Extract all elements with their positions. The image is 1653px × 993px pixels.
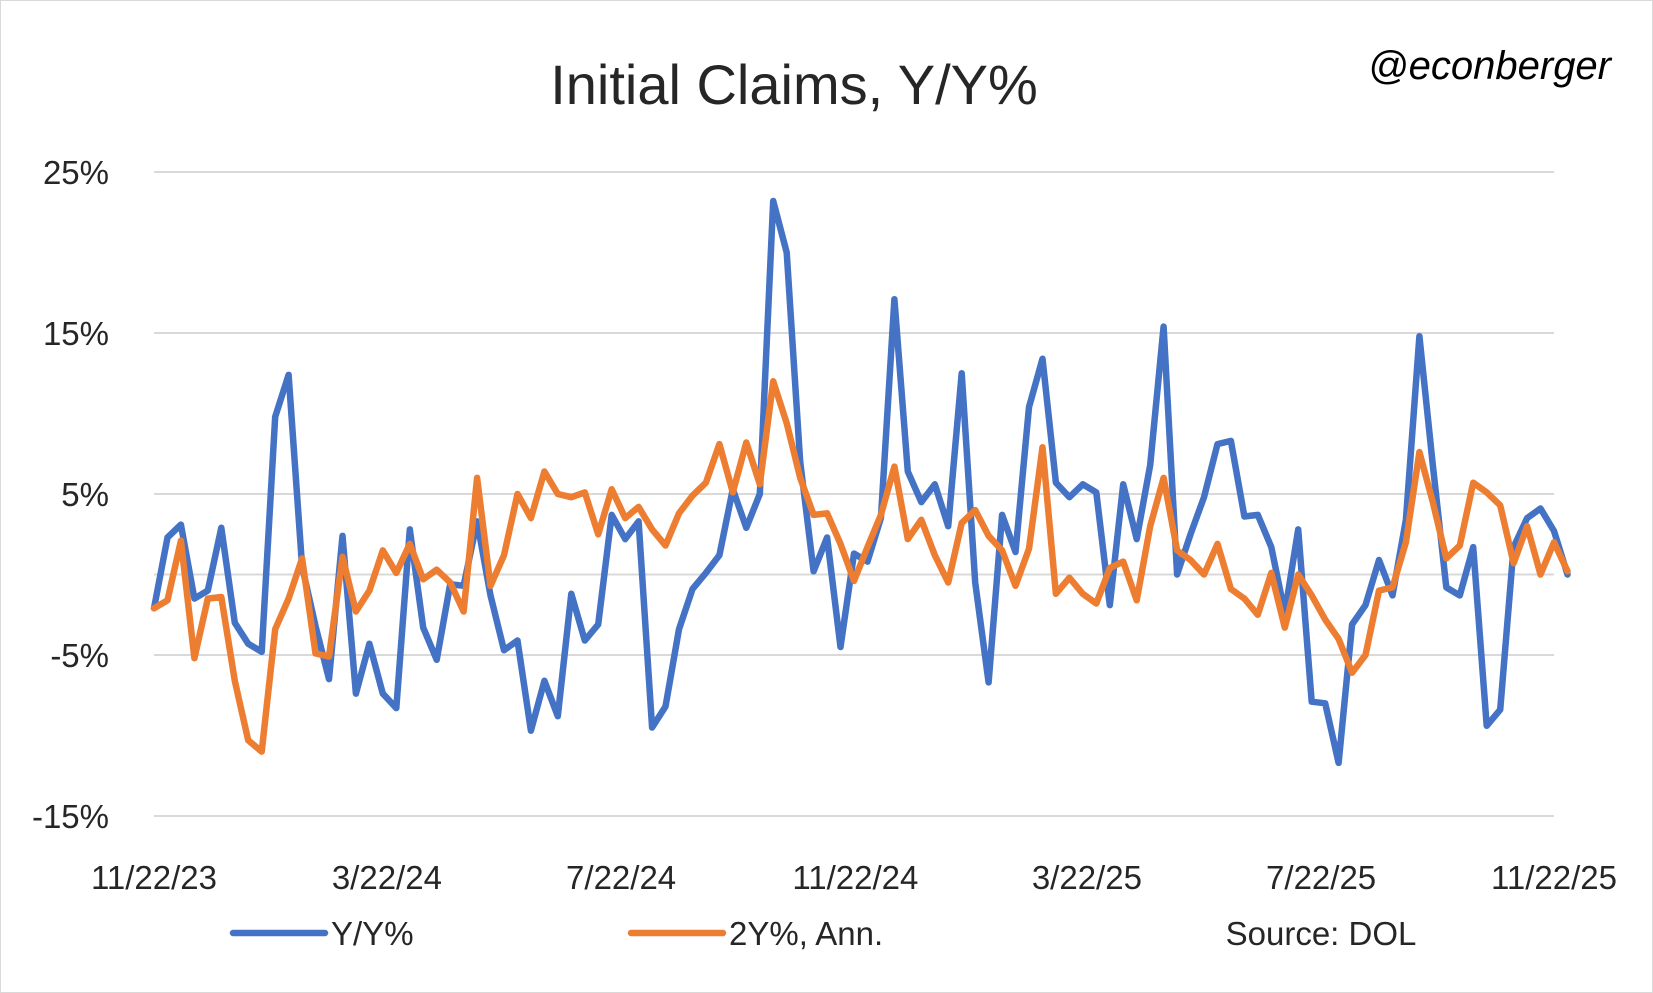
- x-tick-label: 3/22/24: [332, 859, 442, 896]
- legend-label: Y/Y%: [331, 915, 414, 952]
- x-tick-label: 11/22/25: [1491, 859, 1617, 896]
- x-tick-label: 7/22/24: [566, 859, 676, 896]
- legend-label: 2Y%, Ann.: [729, 915, 883, 952]
- series-line-0: [150, 197, 1571, 767]
- x-axis-ticks: 11/22/23 3/22/24 7/22/24 11/22/24 3/22/25 7/2…: [91, 859, 1617, 896]
- y-tick-label: -5%: [50, 637, 109, 674]
- x-tick-label: 3/22/25: [1032, 859, 1142, 896]
- x-tick-label: 7/22/25: [1266, 859, 1376, 896]
- y-tick-label: 15%: [43, 315, 109, 352]
- legend: Y/Y% 2Y%, Ann.: [229, 915, 883, 952]
- author-handle: @econberger: [1368, 44, 1613, 88]
- series-line-1: [150, 378, 1571, 755]
- x-tick-label: 11/22/23: [91, 859, 217, 896]
- chart-title: Initial Claims, Y/Y%: [550, 53, 1038, 116]
- y-tick-label: 25%: [43, 154, 109, 191]
- y-tick-label: -15%: [32, 798, 109, 835]
- x-tick-label: 11/22/24: [792, 859, 918, 896]
- y-tick-label: 5%: [61, 476, 109, 513]
- series-lines: [150, 197, 1571, 767]
- source-note: Source: DOL: [1226, 915, 1417, 952]
- y-axis-ticks: 25% 15% 5% -5% -15%: [32, 154, 109, 835]
